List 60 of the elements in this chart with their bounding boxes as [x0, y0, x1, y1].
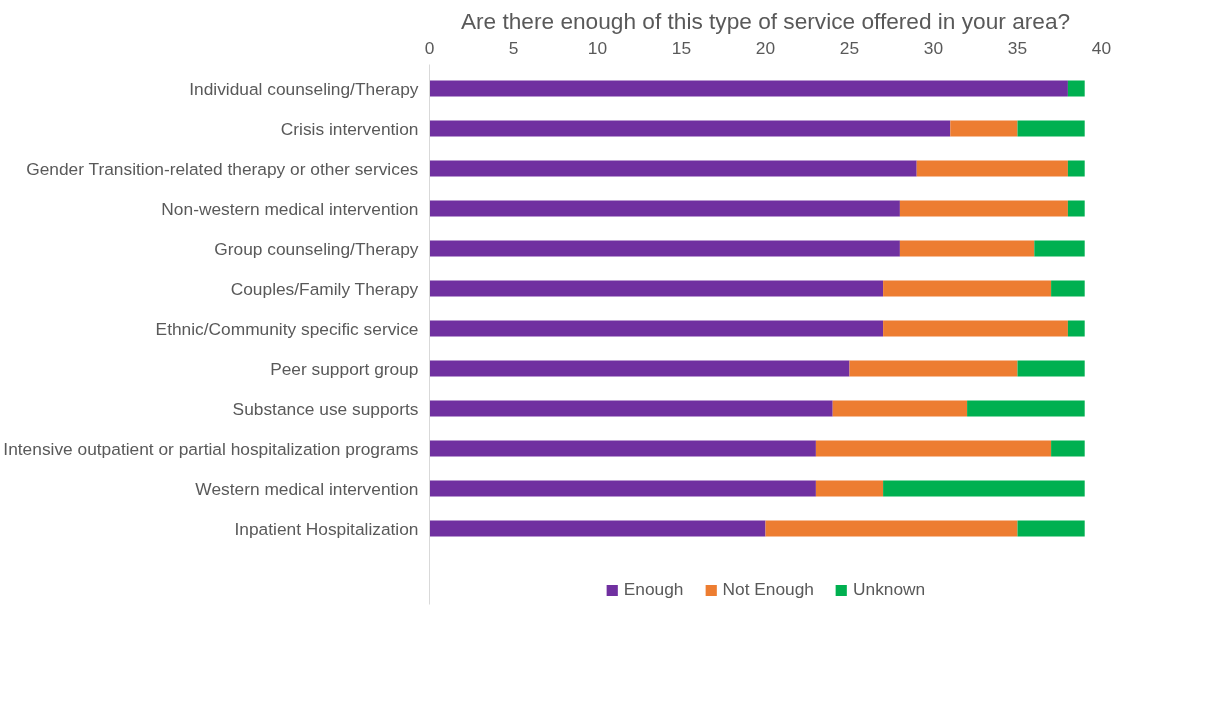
bar [429, 280, 884, 297]
bar [429, 80, 1068, 97]
bar [899, 240, 1035, 257]
bar [429, 120, 951, 137]
bar [429, 520, 766, 537]
bar [429, 240, 900, 257]
bar [429, 200, 900, 217]
bar [815, 480, 884, 497]
bar [883, 480, 1085, 497]
legend-label: Unknown [853, 579, 926, 600]
bar [849, 360, 1018, 377]
x-tick-label: 40 [1091, 37, 1112, 58]
y-tick-label: Couples/Family Therapy [230, 278, 419, 299]
x-tick-label: 20 [755, 37, 776, 58]
y-tick-label: Non-western medical intervention [161, 198, 419, 219]
bar [429, 360, 850, 377]
bar [1017, 360, 1085, 377]
bar [1067, 160, 1085, 177]
y-tick-label: Individual counseling/Therapy [189, 78, 419, 99]
chart-title: Are there enough of this type of service offered in your area? [460, 7, 1071, 34]
bar [429, 400, 833, 417]
bar [883, 320, 1068, 337]
bar [429, 320, 884, 337]
bar [429, 160, 917, 177]
bar [950, 120, 1018, 137]
bar [815, 440, 1052, 457]
y-tick-label: Group counseling/Therapy [214, 238, 419, 259]
y-tick-label: Inpatient Hospitalization [234, 518, 419, 539]
x-tick-label: 30 [923, 37, 944, 58]
y-tick-label: Ethnic/Community specific service [155, 318, 419, 339]
x-tick-label: 10 [587, 37, 608, 58]
x-tick-label: 35 [1007, 37, 1028, 58]
bar [1051, 280, 1085, 297]
bar [916, 160, 1068, 177]
bar [1034, 240, 1085, 257]
bar [967, 400, 1085, 417]
x-tick-label: 15 [671, 37, 692, 58]
bar [1067, 320, 1085, 337]
bar [899, 200, 1068, 217]
legend-label: Not Enough [722, 579, 815, 600]
x-tick-label: 25 [839, 37, 860, 58]
bar [429, 480, 816, 497]
bar [1017, 120, 1085, 137]
bar [429, 440, 816, 457]
bar [1067, 200, 1085, 217]
bar [1017, 520, 1085, 537]
legend-label: Enough [623, 579, 684, 600]
y-tick-label: Crisis intervention [280, 118, 419, 139]
bar [883, 280, 1052, 297]
y-tick-label: Peer support group [270, 358, 419, 379]
y-tick-label: Substance use supports [232, 398, 419, 419]
x-tick-label: 0 [424, 37, 435, 58]
bar [832, 400, 968, 417]
y-tick-label: Intensive outpatient or partial hospitalization programs [3, 438, 419, 459]
bar [1051, 440, 1085, 457]
bar [765, 520, 1018, 537]
bar [1067, 80, 1085, 97]
y-tick-label: Gender Transition-related therapy or other services [26, 158, 419, 179]
x-tick-label: 5 [508, 37, 519, 58]
y-tick-label: Western medical intervention [195, 478, 419, 499]
